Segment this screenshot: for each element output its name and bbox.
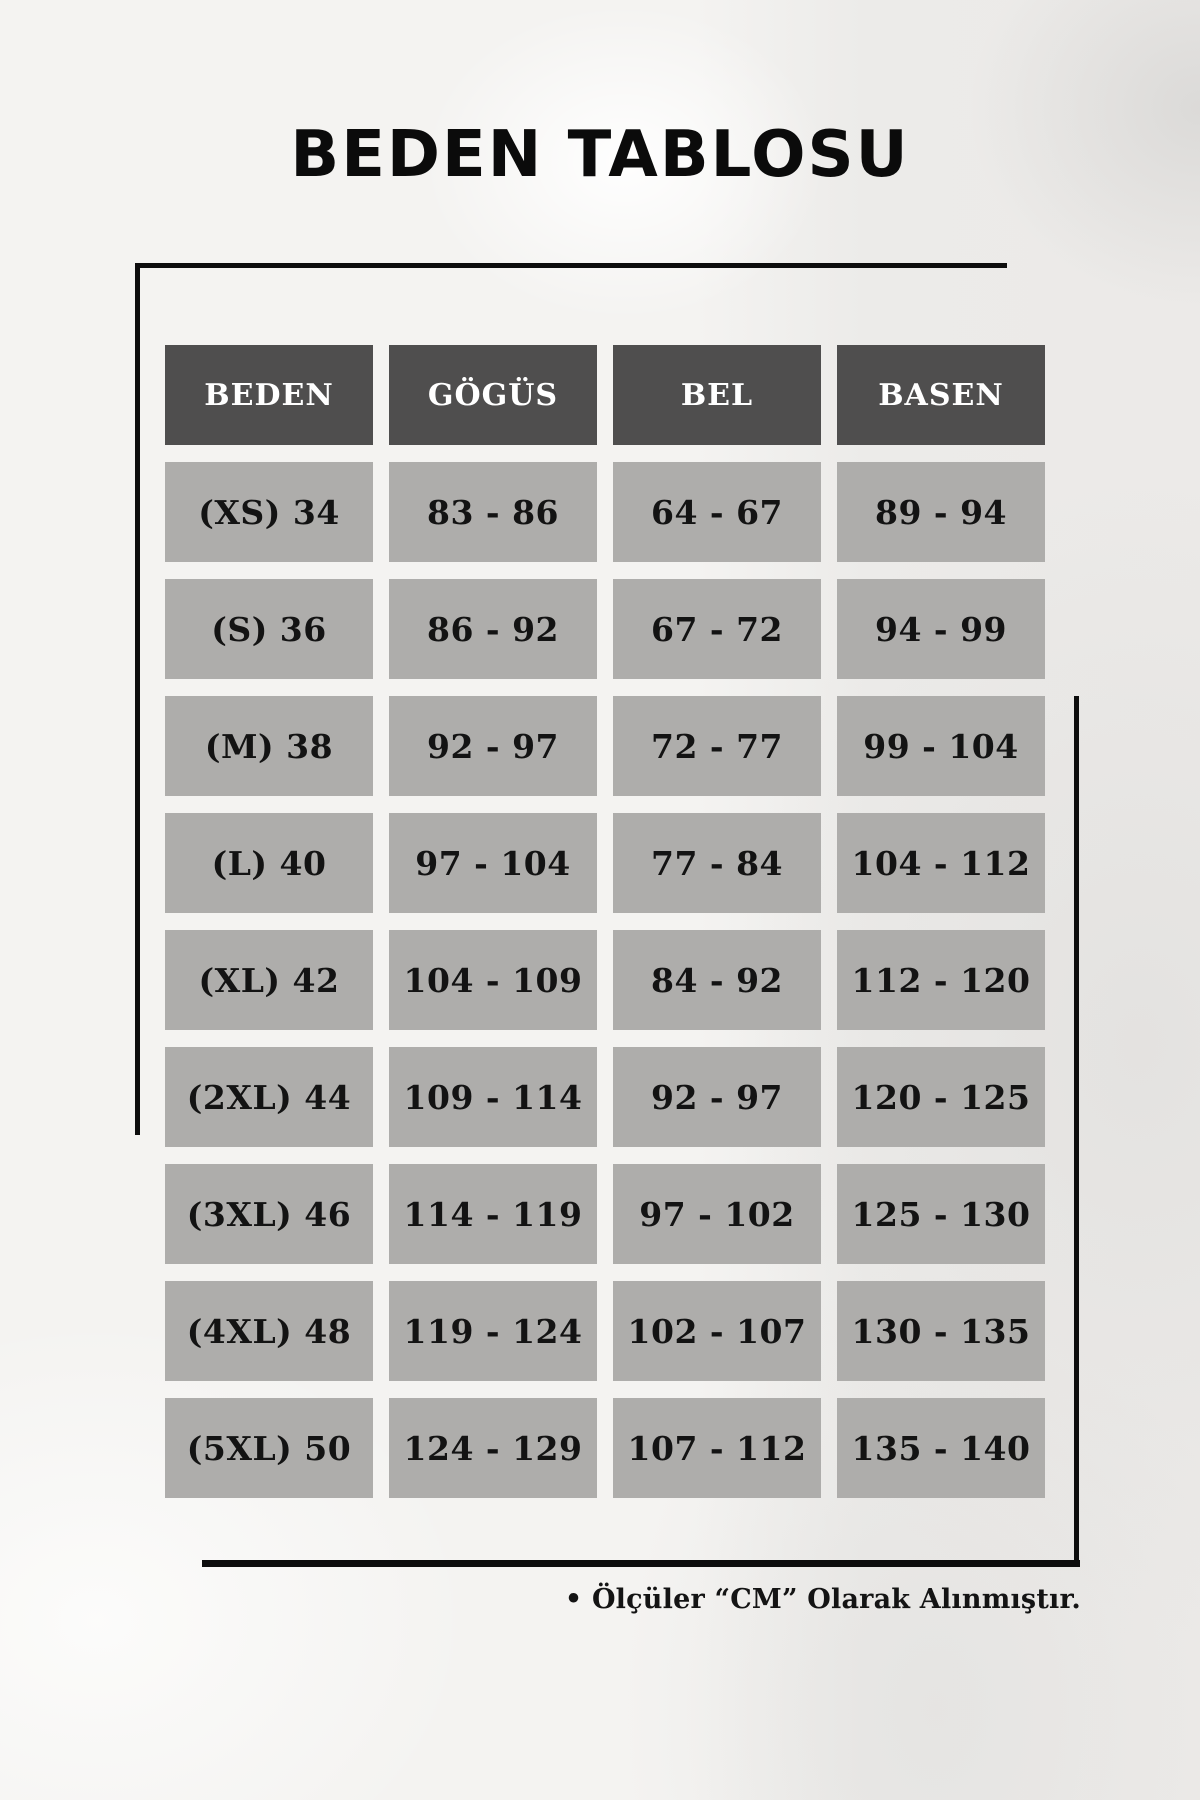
waist-cell: 72 - 77 xyxy=(613,696,821,796)
chest-cell: 114 - 119 xyxy=(389,1164,597,1264)
hip-cell: 120 - 125 xyxy=(837,1047,1045,1147)
units-footnote: • Ölçüler “CM” Olarak Alınmıştır. xyxy=(564,1584,1081,1615)
chest-cell: 124 - 129 xyxy=(389,1398,597,1498)
size-cell: (XS) 34 xyxy=(165,462,373,562)
size-cell: (L) 40 xyxy=(165,813,373,913)
header-cell-basen: BASEN xyxy=(837,345,1045,445)
chest-cell: 109 - 114 xyxy=(389,1047,597,1147)
waist-cell: 77 - 84 xyxy=(613,813,821,913)
chest-cell: 119 - 124 xyxy=(389,1281,597,1381)
chest-cell: 86 - 92 xyxy=(389,579,597,679)
hip-cell: 99 - 104 xyxy=(837,696,1045,796)
waist-cell: 67 - 72 xyxy=(613,579,821,679)
size-cell: (3XL) 46 xyxy=(165,1164,373,1264)
size-cell: (XL) 42 xyxy=(165,930,373,1030)
hip-cell: 112 - 120 xyxy=(837,930,1045,1030)
chest-cell: 97 - 104 xyxy=(389,813,597,913)
size-cell: (2XL) 44 xyxy=(165,1047,373,1147)
chest-cell: 92 - 97 xyxy=(389,696,597,796)
page-title: BEDEN TABLOSU xyxy=(290,118,910,192)
frame-line-bottom xyxy=(202,1560,1080,1567)
hip-cell: 89 - 94 xyxy=(837,462,1045,562)
size-table: BEDEN GÖGÜS BEL BASEN (XS) 34 83 - 86 64… xyxy=(165,345,1045,1498)
hip-cell: 125 - 130 xyxy=(837,1164,1045,1264)
frame-line-left xyxy=(135,263,140,1135)
waist-cell: 107 - 112 xyxy=(613,1398,821,1498)
size-cell: (4XL) 48 xyxy=(165,1281,373,1381)
header-cell-beden: BEDEN xyxy=(165,345,373,445)
chest-cell: 83 - 86 xyxy=(389,462,597,562)
size-cell: (S) 36 xyxy=(165,579,373,679)
waist-cell: 97 - 102 xyxy=(613,1164,821,1264)
header-cell-bel: BEL xyxy=(613,345,821,445)
waist-cell: 102 - 107 xyxy=(613,1281,821,1381)
waist-cell: 84 - 92 xyxy=(613,930,821,1030)
header-cell-gogus: GÖGÜS xyxy=(389,345,597,445)
size-cell: (5XL) 50 xyxy=(165,1398,373,1498)
chest-cell: 104 - 109 xyxy=(389,930,597,1030)
hip-cell: 135 - 140 xyxy=(837,1398,1045,1498)
frame-line-right xyxy=(1074,696,1079,1567)
waist-cell: 64 - 67 xyxy=(613,462,821,562)
size-cell: (M) 38 xyxy=(165,696,373,796)
waist-cell: 92 - 97 xyxy=(613,1047,821,1147)
hip-cell: 104 - 112 xyxy=(837,813,1045,913)
hip-cell: 94 - 99 xyxy=(837,579,1045,679)
frame-line-top xyxy=(135,263,1007,268)
hip-cell: 130 - 135 xyxy=(837,1281,1045,1381)
